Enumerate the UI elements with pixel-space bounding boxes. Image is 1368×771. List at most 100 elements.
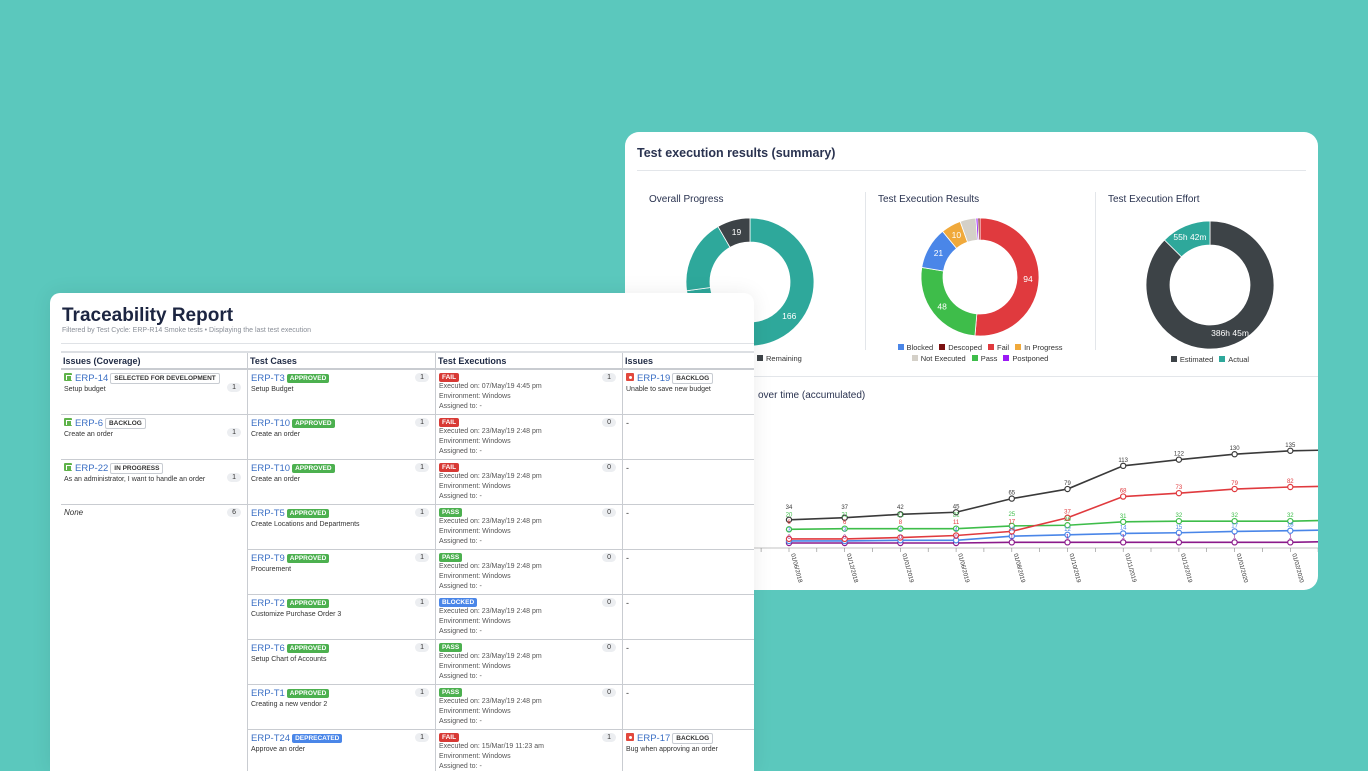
legend-item[interactable]: Blocked (897, 343, 933, 352)
issue-link[interactable]: ERP-6 (75, 418, 103, 429)
data-point[interactable] (952, 532, 960, 539)
data-point[interactable] (1175, 517, 1183, 525)
empty-dash: - (626, 508, 629, 518)
result-badge[interactable]: FAIL (439, 463, 460, 472)
issue-link[interactable]: ERP-14 (75, 373, 109, 384)
results-slice[interactable] (920, 266, 978, 337)
legend-item[interactable]: Not Executed (911, 354, 966, 363)
overall-progress-slice[interactable] (717, 217, 751, 248)
test-case-link[interactable]: ERP-T1 (251, 688, 285, 699)
results-slice[interactable] (977, 217, 981, 241)
data-point[interactable] (1064, 539, 1071, 546)
data-point[interactable] (1231, 517, 1238, 525)
execution-result: BLOCKED (439, 598, 619, 607)
data-point[interactable] (1064, 531, 1071, 539)
test-case-link[interactable]: ERP-T6 (251, 643, 285, 654)
issue-summary: As an administrator, I want to handle an… (64, 476, 206, 483)
data-point[interactable] (1064, 514, 1071, 521)
test-case-count: 1 (415, 598, 429, 607)
result-badge[interactable]: BLOCKED (439, 598, 478, 607)
effort-slice[interactable] (1145, 220, 1275, 350)
test-case-link[interactable]: ERP-T5 (251, 508, 285, 519)
legend-item[interactable]: Descoped (939, 343, 982, 352)
data-point[interactable] (841, 535, 848, 543)
result-badge[interactable]: PASS (439, 688, 463, 697)
data-point[interactable] (1175, 489, 1183, 497)
result-badge[interactable]: PASS (439, 508, 463, 517)
issue-link[interactable]: ERP-19 (637, 373, 671, 384)
legend-item[interactable]: In Progress (1015, 343, 1062, 352)
data-point[interactable] (841, 514, 848, 521)
data-point[interactable] (785, 516, 793, 523)
result-badge[interactable]: PASS (439, 643, 463, 652)
execution-assigned: Assigned to: - (439, 448, 482, 455)
results-slice[interactable] (974, 217, 1040, 337)
test-case-link[interactable]: ERP-T9 (251, 553, 285, 564)
data-point[interactable] (1231, 451, 1238, 458)
data-point[interactable] (1120, 462, 1127, 470)
test-case-cell: ERP-T2 APPROVED Customize Purchase Order 3… (248, 595, 436, 640)
data-point[interactable] (897, 525, 904, 532)
data-point[interactable] (785, 535, 793, 543)
data-point[interactable] (1231, 528, 1238, 535)
legend-item[interactable]: Postponed (1003, 354, 1048, 363)
data-point[interactable] (1287, 483, 1294, 491)
data-point[interactable] (1287, 527, 1294, 534)
data-point[interactable] (1120, 539, 1127, 546)
data-point[interactable] (897, 534, 904, 541)
result-badge[interactable]: FAIL (439, 418, 460, 427)
test-case-link[interactable]: ERP-T2 (251, 598, 285, 609)
coverage-count: 6 (227, 508, 241, 517)
data-point[interactable] (1120, 518, 1127, 526)
data-point[interactable] (1120, 493, 1127, 500)
legend-item[interactable]: Remaining (757, 354, 802, 363)
legend-item[interactable]: Fail (988, 343, 1009, 352)
x-tick-label: 01/12/2019 (1179, 553, 1193, 584)
legend-item[interactable]: Estimated (1170, 355, 1213, 364)
line-chart-title: over time (accumulated) (758, 390, 866, 401)
table-grid: Issues (Coverage) Test Cases Test Executio… (61, 353, 754, 771)
data-point[interactable] (952, 509, 960, 516)
legend-item[interactable]: Actual (1219, 355, 1249, 364)
legend-item[interactable]: Pass (971, 354, 997, 363)
data-point[interactable] (841, 525, 848, 532)
data-point[interactable] (1231, 539, 1238, 546)
x-tick-label: 01/01/2019 (900, 553, 914, 584)
result-badge[interactable]: FAIL (439, 373, 460, 382)
test-case-link[interactable]: ERP-T10 (251, 418, 291, 429)
data-point[interactable] (952, 525, 960, 532)
test-case-status-badge: APPROVED (292, 464, 335, 473)
result-badge[interactable]: PASS (439, 553, 463, 562)
effort-slice[interactable] (1163, 220, 1211, 258)
x-tick-label: 01/06/2019 (956, 553, 970, 584)
test-case-link[interactable]: ERP-T3 (251, 373, 285, 384)
data-point[interactable] (1120, 530, 1127, 537)
issue-link[interactable]: ERP-22 (75, 463, 109, 474)
test-case-cell: ERP-T5 APPROVED Create Locations and Depar… (248, 505, 436, 550)
data-point[interactable] (1008, 528, 1015, 535)
traceability-table: Issues (Coverage) Test Cases Test Executio… (61, 351, 754, 771)
coverage-count: 1 (227, 473, 241, 482)
issue-link[interactable]: ERP-17 (637, 733, 671, 744)
legend-label: Remaining (766, 354, 802, 363)
data-point[interactable] (1287, 517, 1294, 525)
test-case-link[interactable]: ERP-T10 (251, 463, 291, 474)
result-badge[interactable]: FAIL (439, 733, 460, 742)
data-point[interactable] (1064, 485, 1071, 493)
data-label: 18 (1287, 523, 1294, 529)
data-point[interactable] (785, 526, 793, 533)
data-point[interactable] (1287, 539, 1294, 546)
execution-env: Environment: Windows (439, 753, 511, 760)
data-point[interactable] (1175, 456, 1183, 463)
data-point[interactable] (1064, 522, 1071, 529)
data-point[interactable] (1175, 529, 1183, 536)
data-point[interactable] (1008, 539, 1015, 546)
execution-defect-count: 1 (602, 733, 616, 742)
data-point[interactable] (1008, 495, 1015, 502)
data-point[interactable] (1287, 447, 1294, 454)
test-case-link[interactable]: ERP-T24 (251, 733, 291, 744)
data-point[interactable] (1231, 485, 1238, 493)
data-point[interactable] (897, 511, 904, 518)
execution-executed: Executed on: 23/May/19 2:48 pm (439, 428, 542, 435)
data-point[interactable] (1175, 539, 1183, 546)
